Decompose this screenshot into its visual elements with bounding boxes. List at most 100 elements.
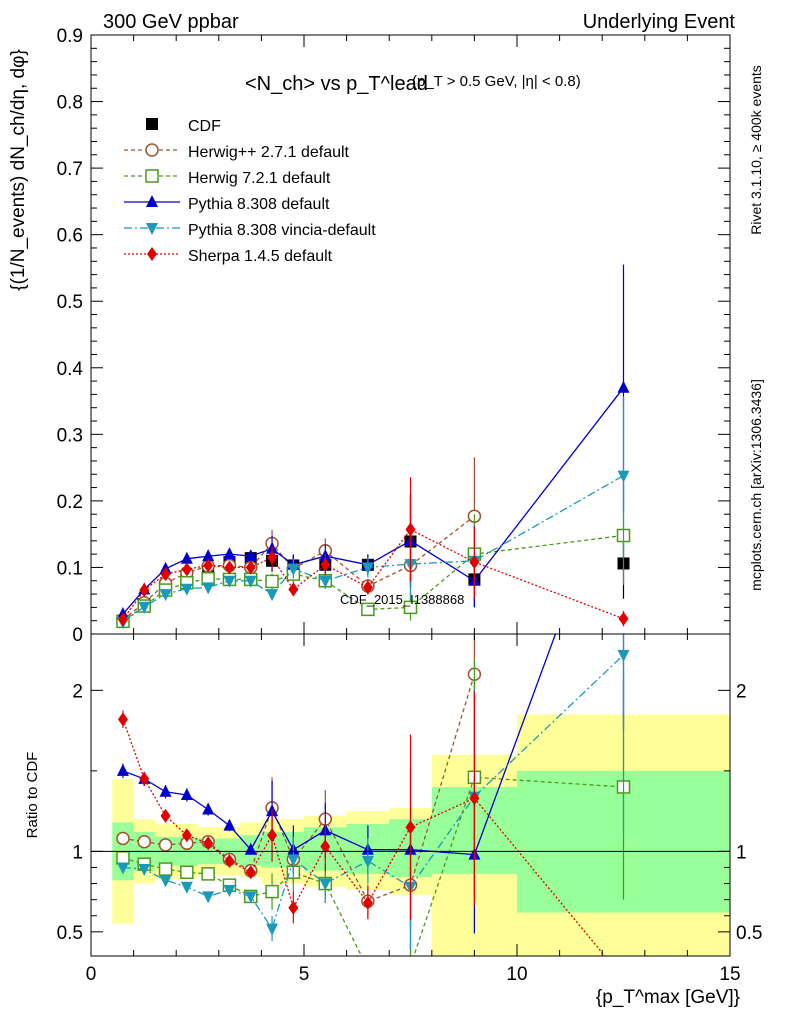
point-herwig7 [158, 862, 173, 876]
series-line-sherpa [122, 528, 624, 620]
axes-layer: 0 0.1 0.2 0.3 0.4 0.5 0.6 0.7 0.8 0.9 0.5 0.5 1 1 2 2 0 5… [57, 26, 763, 985]
legend-marker-herwigpp [145, 143, 159, 157]
y-tick-label-main: 0 [72, 625, 83, 646]
point-vincia [159, 875, 172, 888]
x-tick-label: 15 [719, 964, 740, 985]
ratio-panel-border [90, 633, 731, 957]
y-tick-label-ratio-right: 0.5 [736, 923, 762, 944]
point-pythia [116, 763, 129, 776]
point-sherpa [139, 583, 150, 598]
point-herwig7 [362, 963, 374, 975]
y-tick-label-main: 0.5 [57, 292, 83, 313]
point-sherpa [405, 522, 416, 537]
series-line-vincia [122, 654, 624, 931]
point-sherpa [203, 836, 214, 851]
point-pythia [180, 788, 193, 800]
point-sherpa [469, 555, 480, 570]
point-vincia [319, 575, 332, 588]
y-tick-label-ratio-right: 1 [736, 842, 747, 863]
point-herwig7 [405, 960, 417, 972]
legend-label-herwigpp: Herwig++ 2.7.1 default [188, 144, 350, 161]
point-sherpa [267, 550, 278, 565]
header-right: Underlying Event [583, 11, 736, 33]
point-pythia [202, 549, 215, 562]
point-vincia [361, 856, 374, 869]
x-tick-label: 5 [299, 964, 310, 985]
point-sherpa [117, 712, 128, 727]
point-sherpa [362, 895, 373, 910]
y-tick-label-ratio-right: 2 [736, 681, 747, 702]
legend-label-sherpa: Sherpa 1.4.5 default [188, 248, 333, 265]
y-tick-label-main: 0.2 [57, 492, 83, 513]
y-tick-label-main: 0.7 [57, 159, 83, 180]
legend-label-herwig7: Herwig 7.2.1 default [188, 170, 331, 187]
x-axis-label: {p_T^max [GeV]} [596, 987, 740, 1008]
legend-label-pythia: Pythia 8.308 default [188, 196, 330, 213]
point-pythia [159, 784, 172, 797]
main-panel-series [116, 264, 631, 630]
point-vincia [287, 563, 300, 576]
point-vincia [361, 562, 374, 575]
point-sherpa [160, 567, 171, 582]
point-vincia [159, 589, 172, 602]
point-vincia [266, 923, 279, 936]
point-pythia [180, 551, 193, 564]
y-tick-label-main: 0.1 [57, 558, 83, 579]
point-sherpa [288, 900, 299, 915]
point-sherpa [619, 972, 629, 986]
y-tick-label-main: 0.4 [57, 359, 84, 380]
y-tick-label-ratio: 0.5 [57, 923, 83, 944]
point-sherpa [469, 791, 480, 806]
analysis-watermark: CDF_2015_I1388868 [340, 592, 464, 607]
legend-marker-herwig7 [145, 169, 159, 183]
point-vincia [138, 601, 151, 614]
point-vincia [138, 864, 151, 877]
series-line-pythia [122, 387, 625, 615]
point-sherpa [288, 582, 299, 597]
point-herwig7 [201, 867, 215, 881]
plot-title-cut: (p_T > 0.5 GeV, |η| < 0.8) [412, 73, 581, 90]
point-sherpa [203, 558, 214, 573]
y-tick-label-ratio: 1 [72, 842, 83, 863]
point-herwig7 [361, 602, 375, 617]
legend: CDF Herwig++ 2.7.1 default Herwig 7.2.1 de… [124, 118, 376, 265]
mcplots-label: mcplots.cern.ch [arXiv:1306.3436] [748, 379, 764, 591]
y-tick-label-main: 0.6 [57, 226, 83, 247]
point-vincia [617, 649, 630, 662]
point-pythia [202, 802, 215, 815]
point-vincia [180, 881, 193, 894]
point-pythia [617, 380, 630, 393]
y-axis-label-main: {(1/N_events) dN_ch/dη, dφ} [8, 49, 29, 291]
point-herwigpp [116, 831, 130, 846]
legend-label-vincia: Pythia 8.308 vincia-default [188, 222, 376, 239]
x-tick-label: 10 [506, 964, 527, 985]
point-vincia [202, 582, 215, 595]
y-tick-label-main: 0.9 [57, 26, 83, 47]
point-vincia [223, 575, 236, 588]
point-herwig7 [265, 884, 279, 899]
point-sherpa [224, 854, 235, 869]
legend-marker-vincia [146, 223, 158, 235]
point-herwig7 [403, 600, 418, 615]
point-vincia [617, 470, 630, 483]
point-sherpa [160, 808, 171, 823]
point-sherpa [320, 557, 331, 572]
point-sherpa [117, 612, 128, 627]
plot-title: <N_ch> vs p_T^lead (p_T > 0.5 GeV, |η| <… [245, 73, 581, 95]
y-tick-label-ratio: 2 [72, 681, 83, 702]
point-sherpa [320, 839, 331, 854]
legend-label-cdf: CDF [188, 118, 221, 135]
point-pythia [223, 818, 236, 831]
header-left: 300 GeV ppbar [103, 11, 239, 33]
point-sherpa [181, 562, 192, 577]
point-vincia [319, 878, 332, 891]
point-vincia [223, 884, 236, 897]
point-herwigpp [158, 838, 173, 852]
point-vincia [244, 891, 257, 904]
point-vincia [180, 583, 193, 596]
legend-marker-pythia [146, 195, 158, 207]
y-tick-label-main: 0.3 [57, 425, 83, 446]
point-herwig7 [265, 574, 279, 589]
point-herwig7 [180, 865, 194, 880]
x-tick-label: 0 [86, 964, 97, 985]
